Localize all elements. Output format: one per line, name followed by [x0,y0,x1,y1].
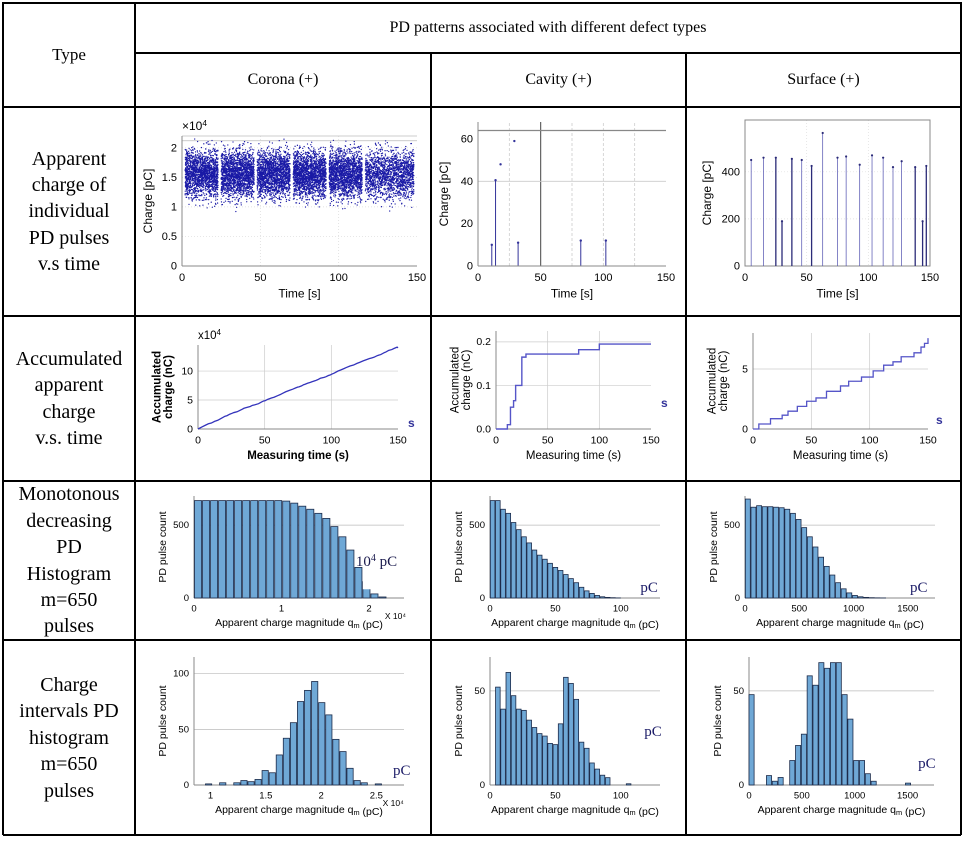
svg-text:100: 100 [329,272,347,284]
svg-text:150: 150 [408,272,426,284]
svg-text:0: 0 [179,272,185,284]
svg-text:2: 2 [171,142,177,154]
svg-text:×104: ×104 [182,118,207,133]
svg-text:0.5: 0.5 [162,231,177,243]
svg-text:Time [s]: Time [s] [278,286,320,300]
svg-text:1: 1 [171,201,177,213]
svg-text:0: 0 [171,261,177,273]
svg-text:50: 50 [254,272,266,284]
svg-text:1.5: 1.5 [162,172,177,184]
svg-text:Charge [pC]: Charge [pC] [141,169,155,234]
